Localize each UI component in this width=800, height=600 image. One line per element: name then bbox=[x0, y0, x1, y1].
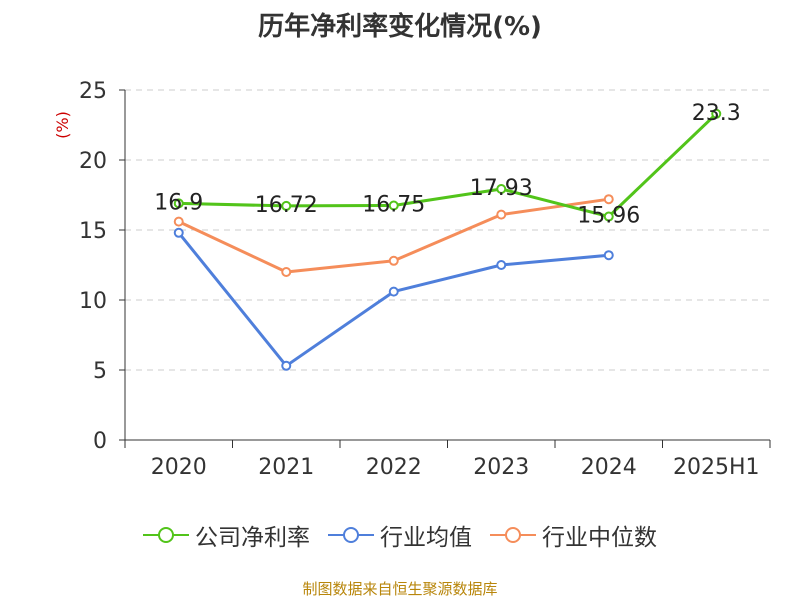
y-tick-label: 10 bbox=[79, 289, 107, 314]
y-tick-label: 25 bbox=[79, 79, 107, 104]
data-point bbox=[496, 209, 507, 220]
y-tick-label: 15 bbox=[79, 219, 107, 244]
y-axis-label: (%) bbox=[53, 111, 72, 139]
legend-marker-company bbox=[143, 527, 189, 543]
data-point bbox=[388, 286, 399, 297]
x-tick-label: 2023 bbox=[473, 455, 529, 480]
data-point bbox=[603, 211, 614, 222]
data-point bbox=[388, 255, 399, 266]
data-label: 16.75 bbox=[362, 193, 425, 218]
legend-marker-industry-mean bbox=[328, 527, 374, 543]
x-tick-label: 2025H1 bbox=[673, 455, 760, 480]
data-source-note: 制图数据来自恒生聚源数据库 bbox=[302, 580, 498, 598]
series-line bbox=[178, 112, 718, 219]
chart-title: 历年净利率变化情况(%) bbox=[258, 12, 542, 42]
legend-item-industry-mean[interactable]: 行业均值 bbox=[328, 518, 472, 552]
legend: 公司净利率 行业均值 行业中位数 bbox=[0, 518, 800, 552]
x-tick-label: 2020 bbox=[151, 455, 207, 480]
data-point bbox=[281, 200, 292, 211]
data-point bbox=[173, 216, 184, 227]
x-tick-label: 2021 bbox=[258, 455, 314, 480]
data-point bbox=[603, 250, 614, 261]
data-point bbox=[388, 200, 399, 211]
data-point bbox=[603, 194, 614, 205]
legend-label-company: 公司净利率 bbox=[195, 525, 310, 551]
data-label: 16.9 bbox=[154, 190, 203, 215]
legend-label-industry-mean: 行业均值 bbox=[380, 525, 472, 551]
y-tick-label: 5 bbox=[93, 359, 107, 384]
legend-item-company[interactable]: 公司净利率 bbox=[143, 518, 310, 552]
data-label: 23.3 bbox=[692, 101, 741, 126]
y-tick-label: 20 bbox=[79, 149, 107, 174]
data-label: 17.93 bbox=[470, 176, 533, 201]
data-point bbox=[496, 183, 507, 194]
y-tick-label: 0 bbox=[93, 429, 107, 454]
data-point bbox=[281, 360, 292, 371]
data-label: 16.72 bbox=[255, 193, 318, 218]
legend-marker-industry-median bbox=[490, 527, 536, 543]
legend-label-industry-median: 行业中位数 bbox=[542, 525, 657, 551]
data-point bbox=[711, 108, 722, 119]
data-label: 15.96 bbox=[577, 204, 640, 229]
data-point bbox=[173, 227, 184, 238]
x-tick-label: 2024 bbox=[581, 455, 637, 480]
x-tick-label: 2022 bbox=[366, 455, 422, 480]
legend-item-industry-median[interactable]: 行业中位数 bbox=[490, 518, 657, 552]
data-point bbox=[281, 267, 292, 277]
data-point bbox=[173, 198, 184, 209]
data-point bbox=[496, 260, 507, 270]
